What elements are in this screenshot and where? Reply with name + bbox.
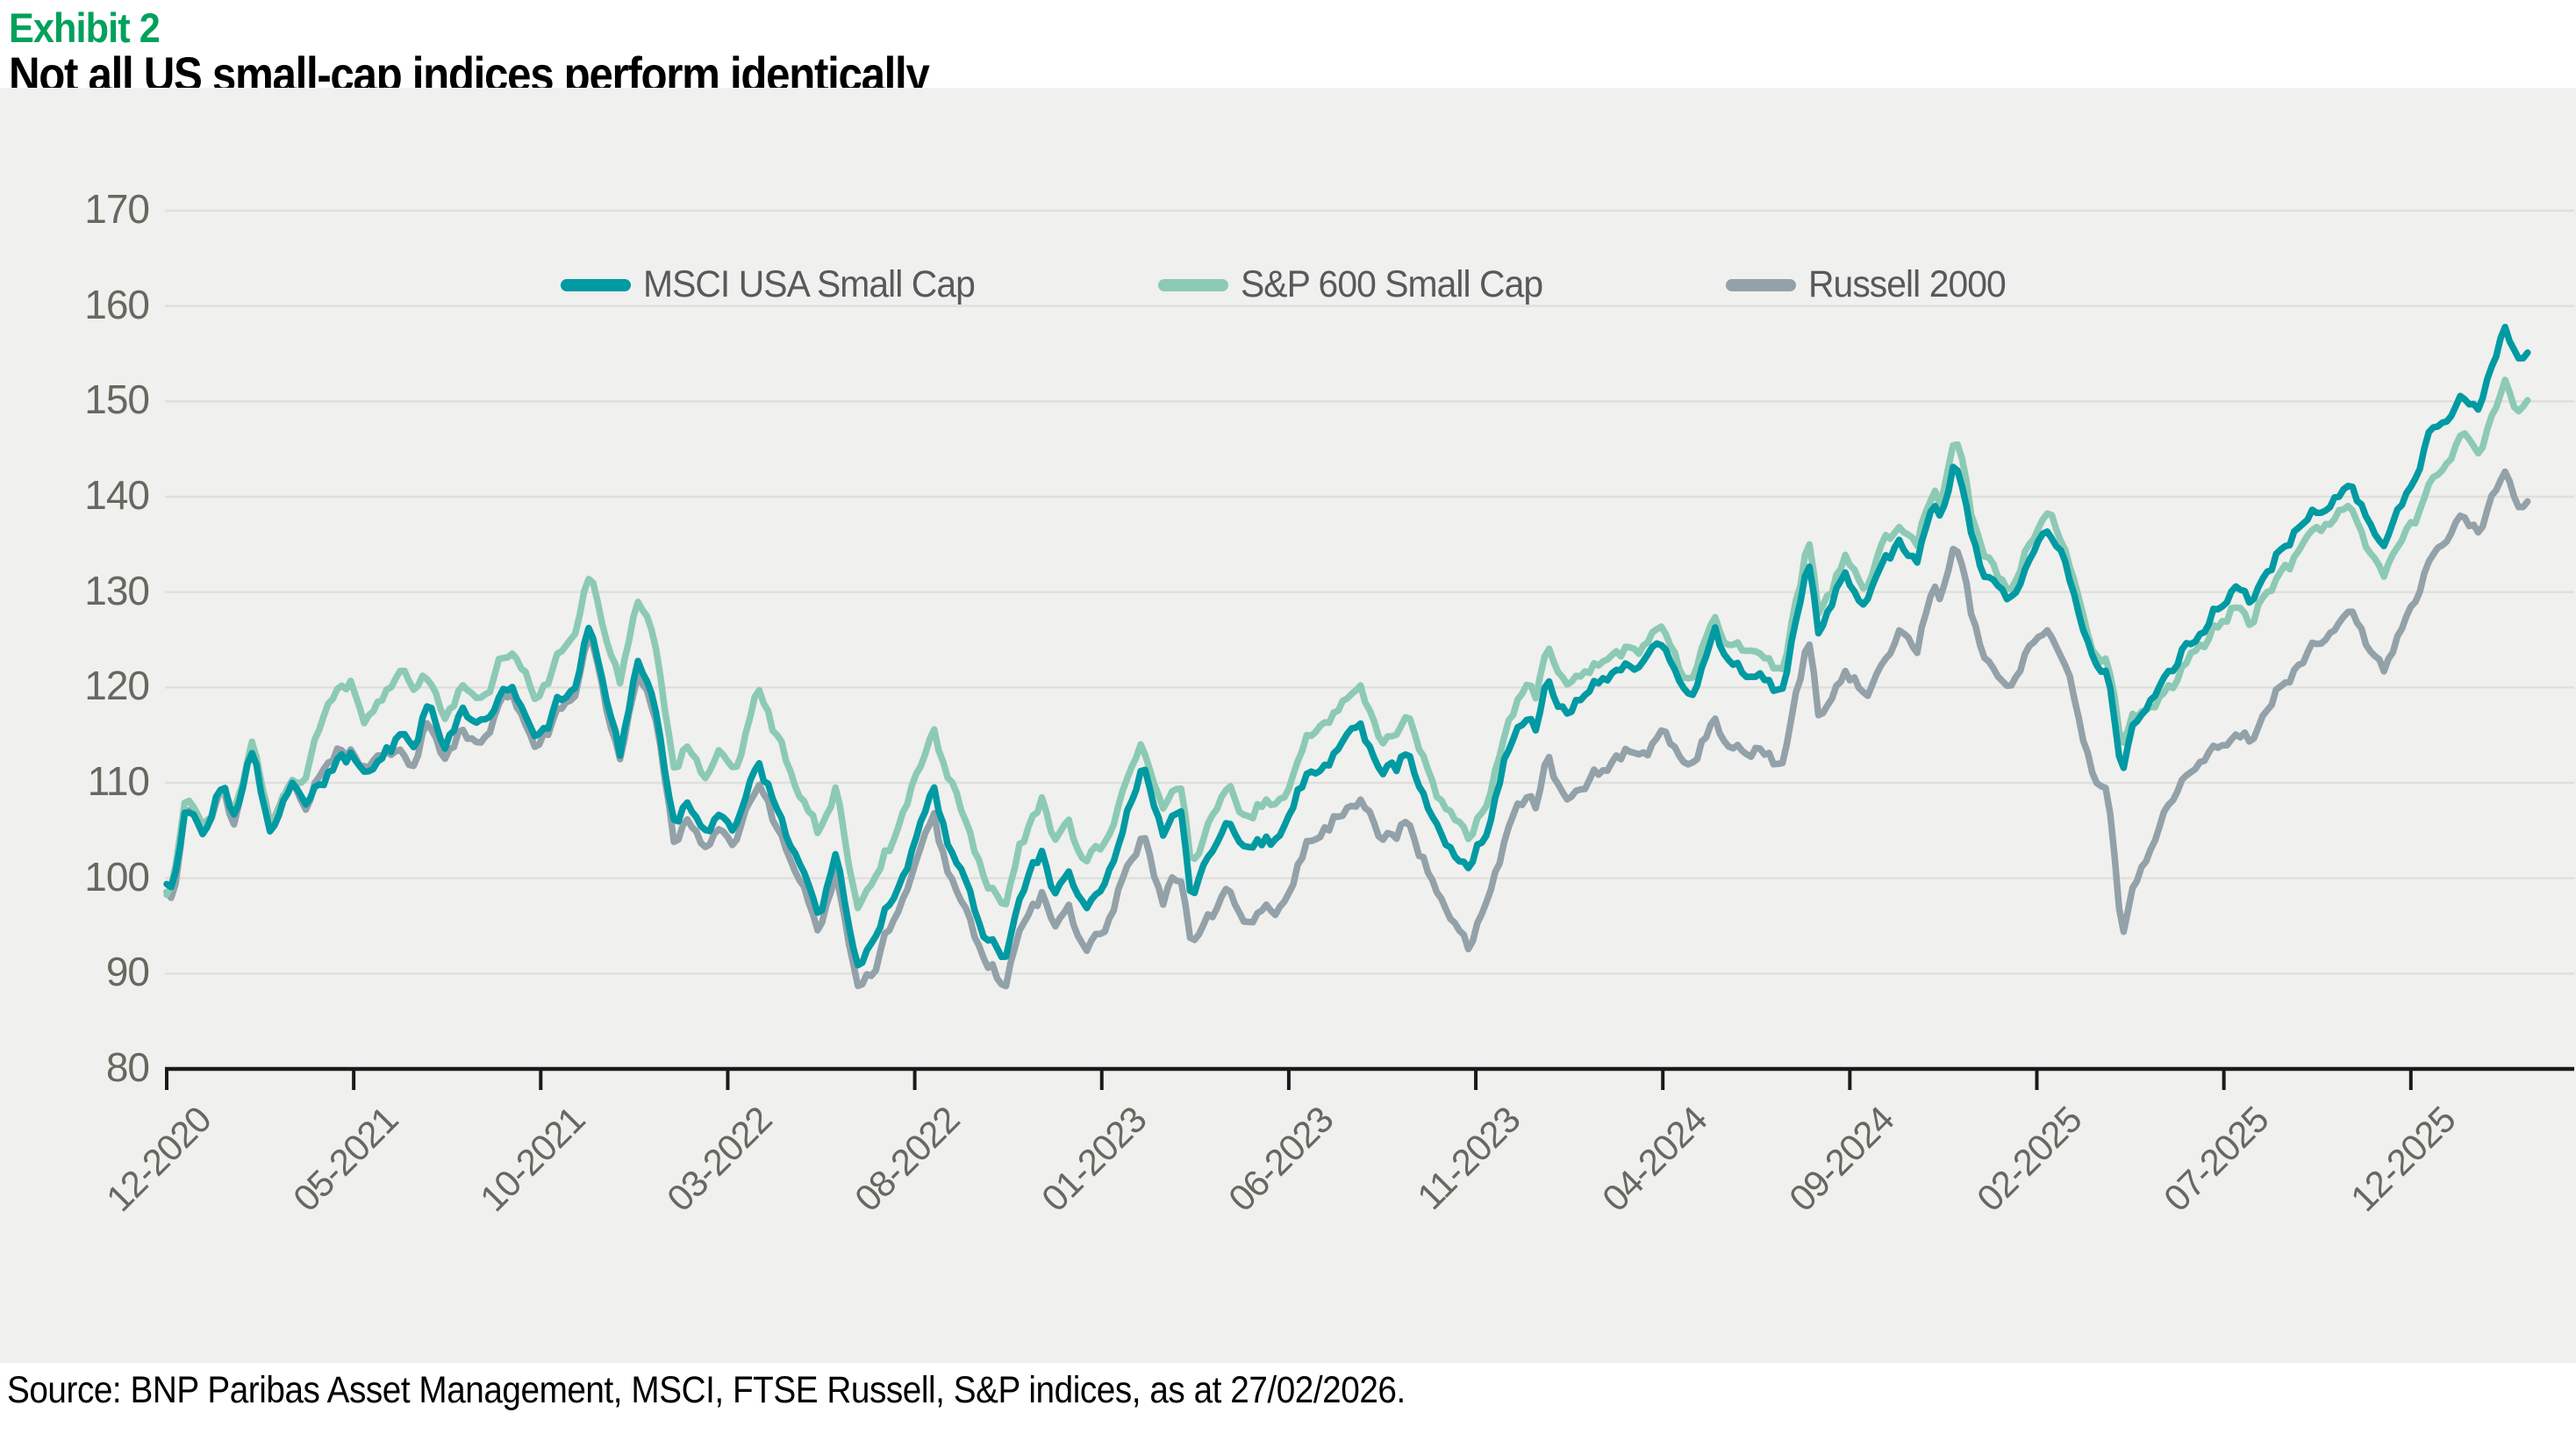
legend-swatch-sp600-icon xyxy=(1158,278,1229,291)
y-tick-label: 130 xyxy=(84,567,150,613)
y-tick-label: 80 xyxy=(105,1044,150,1090)
legend-swatch-russell-icon xyxy=(1725,278,1796,291)
y-tick-label: 90 xyxy=(105,949,150,995)
legend-label: Russell 2000 xyxy=(1807,263,2007,305)
legend-item-msci-usa-small-cap: MSCI USA Small Cap xyxy=(560,263,992,306)
y-tick-label: 150 xyxy=(84,376,150,423)
series-line-russell-2000 xyxy=(163,468,2531,990)
legend-swatch-msci-icon xyxy=(560,278,631,291)
legend-item-sp-600-small-cap: S&P 600 Small Cap xyxy=(1158,263,1558,306)
exhibit-label: Exhibit 2 xyxy=(9,4,161,51)
y-tick-label: 110 xyxy=(87,757,150,804)
series-line-s-p-600-small-cap xyxy=(163,376,2531,912)
series-line-msci-usa-small-cap xyxy=(163,323,2531,969)
y-tick-label: 170 xyxy=(84,185,150,232)
y-tick-label: 100 xyxy=(84,853,150,900)
source-note: Source: BNP Paribas Asset Management, MS… xyxy=(7,1369,1406,1411)
legend-label: S&P 600 Small Cap xyxy=(1241,263,1543,305)
legend-label: MSCI USA Small Cap xyxy=(642,263,976,305)
y-tick-label: 120 xyxy=(84,663,150,709)
y-tick-label: 140 xyxy=(84,471,150,518)
chart-legend: MSCI USA Small Cap S&P 600 Small Cap Rus… xyxy=(0,263,2576,306)
legend-item-russell-2000: Russell 2000 xyxy=(1725,263,2016,306)
y-tick-label: 160 xyxy=(84,281,150,327)
